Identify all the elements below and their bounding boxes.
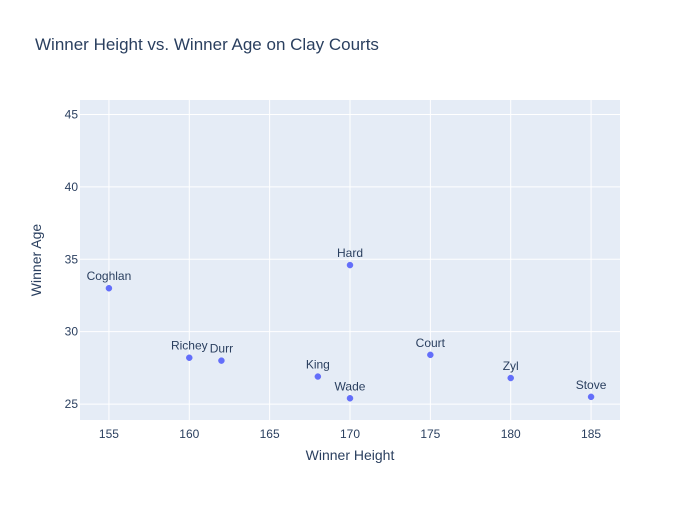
data-point-label: Coghlan — [87, 269, 132, 283]
data-point-label: Stove — [576, 378, 607, 392]
data-point-label: King — [306, 358, 330, 372]
y-axis-title: Winner Age — [28, 224, 44, 297]
x-tick-label: 170 — [340, 427, 360, 441]
x-tick-label: 165 — [260, 427, 280, 441]
data-point[interactable] — [186, 354, 193, 361]
data-point[interactable] — [587, 393, 595, 401]
data-point[interactable] — [218, 357, 225, 364]
data-point[interactable] — [427, 351, 434, 359]
data-point-label: Hard — [337, 246, 363, 260]
x-tick-label: 155 — [99, 427, 119, 441]
data-point-label: Richey — [171, 339, 208, 353]
data-point-label: Wade — [335, 379, 366, 393]
data-point[interactable] — [346, 261, 354, 269]
data-point-label: Durr — [210, 342, 233, 356]
data-points — [105, 261, 595, 402]
data-point[interactable] — [346, 395, 354, 402]
x-tick-label: 175 — [420, 427, 440, 441]
y-tick-label: 45 — [65, 107, 79, 121]
data-point[interactable] — [507, 374, 514, 382]
y-tick-label: 35 — [65, 252, 79, 266]
x-axis-title: Winner Height — [306, 447, 395, 463]
data-point-label: Court — [416, 336, 446, 350]
y-tick-label: 30 — [65, 325, 79, 339]
x-tick-label: 185 — [581, 427, 601, 441]
chart-title: Winner Height vs. Winner Age on Clay Cou… — [35, 35, 379, 54]
y-tick-label: 40 — [65, 180, 79, 194]
data-point-label: Zyl — [503, 359, 519, 373]
data-point[interactable] — [314, 373, 322, 380]
y-axis-ticks: 25 30 35 40 45 — [65, 107, 79, 411]
x-tick-label: 160 — [179, 427, 199, 441]
x-tick-label: 180 — [501, 427, 521, 441]
x-axis-ticks: 155 160 165 170 175 180 185 — [99, 427, 601, 441]
point-labels: Coghlan Richey Durr King Hard Wade Court Zyl Sto… — [87, 246, 607, 393]
grid-lines — [80, 100, 620, 420]
y-tick-label: 25 — [65, 397, 79, 411]
data-point[interactable] — [105, 284, 113, 292]
